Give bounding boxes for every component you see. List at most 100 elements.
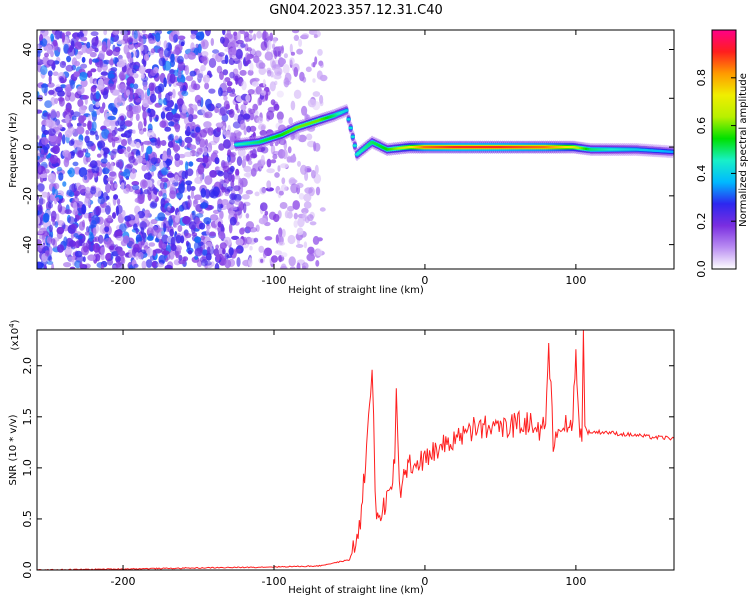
noise-speck [266,110,275,120]
x-tick-label: -100 [262,274,287,287]
noise-speck [51,186,56,196]
noise-speck [248,227,258,233]
noise-speck [165,92,171,104]
noise-speck [96,108,101,116]
noise-speck [249,149,257,154]
noise-speck [129,91,134,102]
noise-speck [150,200,158,208]
noise-speck [313,141,317,152]
noise-speck [224,130,232,138]
noise-speck [39,173,48,179]
noise-speck [137,121,143,131]
noise-speck [254,191,260,197]
noise-speck [249,62,254,72]
noise-speck [276,90,284,98]
noise-speck [65,114,70,124]
noise-speck [309,221,317,226]
noise-speck [113,194,119,200]
noise-speck [52,220,56,226]
noise-speck [67,46,76,57]
noise-speck [222,69,229,76]
noise-speck [246,47,252,52]
noise-speck [315,248,323,257]
noise-speck [116,60,126,68]
noise-speck [115,159,123,168]
noise-speck [255,59,264,69]
noise-speck [220,223,225,234]
noise-speck [175,235,182,244]
noise-speck [37,56,41,62]
noise-speck [161,250,170,256]
y-tick-label: 20 [21,91,34,105]
x-tick-label: 0 [421,274,428,287]
noise-speck [283,53,288,59]
noise-speck [86,41,91,49]
noise-speck [297,217,305,228]
noise-speck [319,94,324,104]
noise-speck [98,50,106,60]
noise-speck [164,106,173,112]
noise-speck [126,146,131,153]
noise-speck [248,108,256,114]
noise-speck [207,127,214,136]
noise-speck [51,216,56,222]
noise-speck [54,98,58,105]
noise-speck [292,200,301,210]
noise-speck [199,56,208,62]
noise-speck [190,33,196,40]
noise-speck [233,185,241,192]
noise-speck [203,121,212,129]
noise-speck [37,142,40,151]
noise-speck [56,166,63,172]
noise-speck [92,227,97,237]
noise-speck [249,112,255,120]
noise-speck [85,46,93,54]
noise-speck [82,122,87,127]
noise-speck [219,210,224,220]
noise-speck [304,216,310,224]
noise-speck [266,158,272,168]
noise-speck [168,121,175,127]
noise-speck [162,220,170,229]
noise-speck [94,187,102,197]
noise-speck [243,165,252,173]
noise-speck [298,193,305,200]
noise-speck [190,186,196,191]
colorbar-tick-label: 0.2 [695,212,708,230]
noise-speck [258,67,267,75]
noise-speck [66,55,72,63]
noise-speck [173,48,180,55]
noise-speck [162,243,167,249]
noise-speck [162,153,168,162]
noise-speck [104,225,110,233]
noise-speck [101,128,110,139]
noise-speck [289,179,298,184]
noise-speck [262,79,266,87]
noise-speck [91,37,99,47]
noise-speck [205,229,210,236]
noise-speck [97,78,104,88]
noise-speck [37,172,40,179]
noise-speck [99,59,104,68]
noise-speck [138,252,144,260]
noise-speck [239,30,245,34]
noise-speck [50,33,54,42]
noise-speck [41,83,48,94]
noise-speck [150,48,156,54]
y-tick-label: 0.5 [21,510,34,528]
noise-speck [76,125,85,135]
snr-multiplier-exp: 4 [8,323,16,328]
noise-speck [267,69,272,77]
noise-speck [231,235,240,240]
noise-speck [177,224,183,233]
noise-speck [205,252,212,261]
noise-speck [287,205,295,212]
noise-speck [168,215,173,226]
noise-speck [54,30,61,40]
spectrogram-y-ticks: -40 -20 0 20 40 [21,43,674,254]
noise-speck [65,31,71,36]
noise-speck [199,138,206,149]
noise-speck [109,245,115,251]
track-cell [348,126,353,130]
noise-speck [86,240,92,250]
